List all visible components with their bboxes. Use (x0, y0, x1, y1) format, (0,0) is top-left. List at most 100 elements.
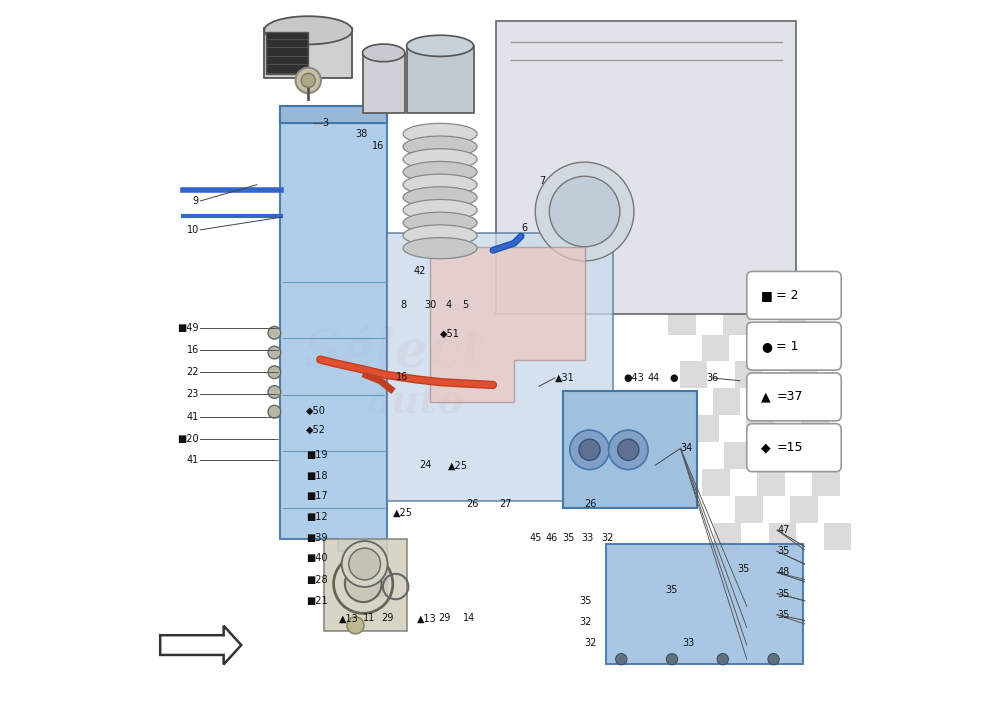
Circle shape (616, 654, 627, 665)
Text: 3: 3 (322, 118, 328, 128)
Bar (714, 523, 741, 550)
Text: 23: 23 (187, 389, 199, 399)
Bar (691, 415, 719, 442)
Polygon shape (430, 247, 585, 402)
Text: 27: 27 (499, 499, 512, 509)
Text: ■40: ■40 (306, 553, 328, 563)
Text: ●: ● (761, 340, 772, 352)
Text: 33: 33 (582, 533, 594, 543)
Text: 35: 35 (665, 585, 677, 595)
Circle shape (549, 176, 620, 247)
Text: 30: 30 (425, 300, 437, 309)
Bar (824, 523, 851, 550)
Text: ■17: ■17 (306, 491, 328, 501)
Bar (801, 415, 829, 442)
Polygon shape (264, 28, 352, 78)
Polygon shape (563, 391, 697, 508)
Circle shape (268, 366, 281, 379)
Bar (767, 254, 795, 281)
Bar (746, 415, 774, 442)
Polygon shape (324, 539, 407, 631)
Text: 32: 32 (580, 617, 592, 627)
Text: 35: 35 (580, 596, 592, 606)
Text: ▲31: ▲31 (555, 373, 575, 383)
Text: 9: 9 (193, 196, 199, 206)
Text: 14: 14 (463, 613, 475, 623)
Text: ●: ● (669, 373, 678, 383)
Text: ▲25: ▲25 (393, 508, 413, 518)
Ellipse shape (403, 161, 477, 183)
Text: ◆51: ◆51 (440, 329, 460, 338)
Bar (690, 281, 718, 307)
Text: Sélect: Sélect (303, 327, 485, 378)
Ellipse shape (403, 212, 477, 233)
Text: ■: ■ (761, 289, 773, 302)
Text: ●43: ●43 (623, 373, 644, 383)
Text: ▲13: ▲13 (339, 613, 359, 623)
Circle shape (618, 439, 639, 460)
Ellipse shape (403, 136, 477, 157)
Text: 34: 34 (680, 443, 693, 453)
Polygon shape (280, 123, 387, 596)
Ellipse shape (403, 200, 477, 221)
Ellipse shape (407, 35, 474, 56)
Ellipse shape (264, 16, 352, 44)
FancyArrow shape (160, 626, 241, 664)
Text: 45: 45 (530, 533, 542, 543)
Text: 5: 5 (463, 300, 469, 309)
Circle shape (301, 73, 315, 87)
Ellipse shape (403, 123, 477, 145)
Ellipse shape (403, 225, 477, 246)
Text: = 1: = 1 (776, 340, 799, 352)
Text: 35: 35 (737, 564, 749, 574)
Text: 24: 24 (420, 460, 432, 470)
Bar (790, 496, 818, 523)
Bar (790, 362, 817, 388)
Text: ■28: ■28 (306, 575, 328, 584)
Bar (680, 362, 707, 388)
Text: ◆50: ◆50 (306, 405, 326, 415)
Ellipse shape (349, 548, 381, 580)
Ellipse shape (403, 238, 477, 259)
FancyBboxPatch shape (747, 373, 841, 421)
Circle shape (345, 565, 382, 602)
Bar (496, 21, 796, 314)
Ellipse shape (403, 174, 477, 195)
Circle shape (666, 654, 678, 665)
Bar (702, 469, 730, 496)
Text: ▲13: ▲13 (417, 613, 437, 623)
Bar (757, 469, 785, 496)
Text: auto: auto (367, 383, 464, 421)
Circle shape (268, 405, 281, 418)
Bar (363, 53, 405, 113)
Ellipse shape (403, 187, 477, 208)
Text: 11: 11 (363, 613, 375, 623)
Text: ■39: ■39 (306, 533, 328, 543)
Circle shape (347, 617, 364, 634)
Circle shape (609, 430, 648, 470)
Text: 35: 35 (777, 589, 789, 599)
Text: ▲: ▲ (761, 391, 770, 403)
Text: 35: 35 (562, 533, 574, 543)
Text: 22: 22 (186, 367, 199, 377)
Circle shape (535, 162, 634, 261)
Text: ■21: ■21 (306, 596, 328, 606)
Text: = 2: = 2 (776, 289, 799, 302)
Text: 33: 33 (682, 638, 694, 648)
Text: 48: 48 (777, 568, 789, 577)
Text: 35: 35 (777, 546, 789, 556)
Bar (779, 442, 807, 469)
Text: 29: 29 (439, 613, 451, 623)
Text: 47: 47 (777, 525, 789, 535)
FancyBboxPatch shape (747, 271, 841, 319)
Bar (668, 307, 696, 335)
Ellipse shape (342, 541, 388, 587)
Text: 38: 38 (355, 129, 368, 139)
Text: 46: 46 (545, 533, 557, 543)
Circle shape (268, 326, 281, 339)
Bar (769, 523, 796, 550)
Text: 32: 32 (585, 638, 597, 648)
Polygon shape (280, 106, 387, 123)
Text: 44: 44 (648, 373, 660, 383)
Bar (735, 362, 762, 388)
